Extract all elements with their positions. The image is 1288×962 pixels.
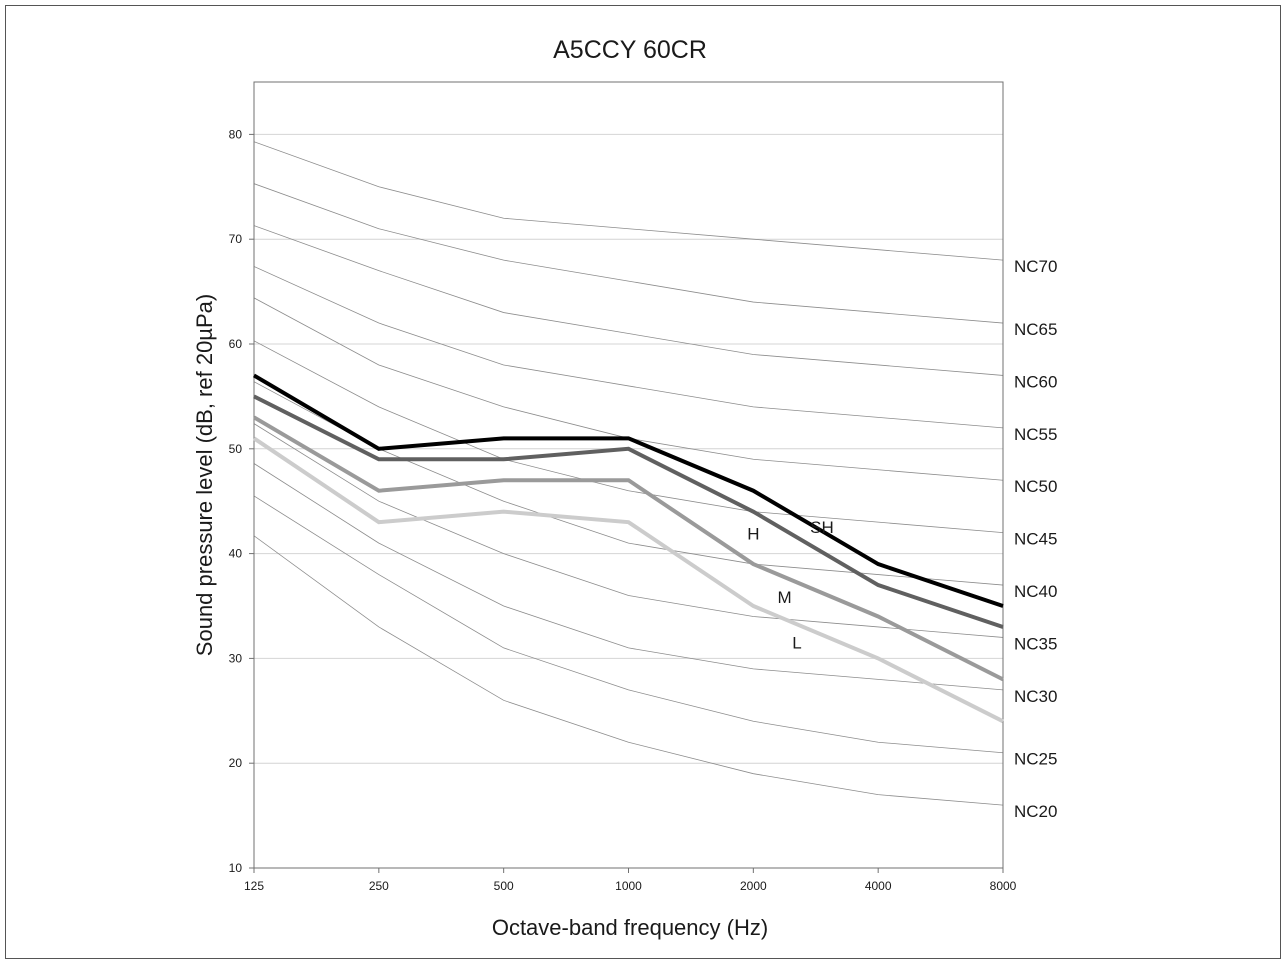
gridlines: [249, 133, 1004, 873]
nc-label-nc20: NC20: [1014, 802, 1057, 821]
nc-curves: [253, 141, 1004, 806]
nc-label-nc30: NC30: [1014, 687, 1057, 706]
nc-curve-nc20: [253, 535, 1004, 806]
x-tick-250: 250: [369, 879, 389, 893]
series-label-m: M: [777, 588, 791, 607]
nc-curve-nc60: [253, 225, 1004, 376]
series-label-h: H: [747, 525, 759, 544]
nc-label-nc50: NC50: [1014, 477, 1057, 496]
nc-curve-nc45: [253, 340, 1004, 534]
x-axis-label: Octave-band frequency (Hz): [492, 915, 768, 940]
series-line-h: [253, 394, 1004, 629]
x-tick-500: 500: [494, 879, 514, 893]
series-label-sh: SH: [810, 518, 834, 537]
y-tick-60: 60: [229, 337, 243, 351]
y-tick-70: 70: [229, 232, 243, 246]
nc-curve-labels: NC20 NC25 NC30 NC35 NC40 NC45 NC50 NC55 NC60 NC65…: [1014, 257, 1057, 821]
nc-label-nc45: NC45: [1014, 530, 1057, 549]
nc-curve-nc30: [253, 463, 1004, 691]
nc-label-nc70: NC70: [1014, 257, 1057, 276]
plot-area-border: [253, 81, 1004, 869]
y-tick-labels: 10 20 30 40 50 60 70 80: [229, 127, 243, 875]
chart-title: A5CCY 60CR: [553, 36, 707, 64]
nc-label-nc55: NC55: [1014, 425, 1057, 444]
x-tick-125: 125: [244, 879, 264, 893]
chart-frame: [5, 5, 1281, 959]
x-tick-1000: 1000: [615, 879, 642, 893]
x-tick-8000: 8000: [990, 879, 1017, 893]
x-tick-labels: 125 250 500 1000 2000 4000 8000: [244, 879, 1017, 893]
nc-label-nc25: NC25: [1014, 750, 1057, 769]
x-tick-4000: 4000: [865, 879, 892, 893]
nc-curve-nc35: [253, 423, 1004, 638]
series-line-m: [252, 415, 1004, 682]
x-tick-2000: 2000: [740, 879, 767, 893]
nc-curve-nc65: [253, 183, 1004, 324]
nc-curve-nc70: [253, 141, 1004, 261]
nc-curve-nc25: [253, 495, 1004, 754]
series-labels: SH H M L: [747, 518, 834, 652]
series-label-l: L: [792, 633, 801, 652]
series-line-l: [252, 436, 1004, 724]
y-tick-20: 20: [229, 756, 243, 770]
y-axis-label: Sound pressure level (dB, ref 20µPa): [192, 294, 217, 656]
nc-curve-nc55: [253, 266, 1004, 429]
series-line-sh: [252, 373, 1004, 608]
y-tick-80: 80: [229, 127, 243, 141]
series-lines: [252, 373, 1004, 724]
y-tick-30: 30: [229, 651, 243, 665]
nc-label-nc60: NC60: [1014, 372, 1057, 391]
y-tick-50: 50: [229, 442, 243, 456]
y-tick-10: 10: [229, 861, 243, 875]
nc-label-nc40: NC40: [1014, 582, 1057, 601]
y-tick-40: 40: [229, 547, 243, 561]
nc-label-nc35: NC35: [1014, 634, 1057, 653]
nc-label-nc65: NC65: [1014, 320, 1057, 339]
